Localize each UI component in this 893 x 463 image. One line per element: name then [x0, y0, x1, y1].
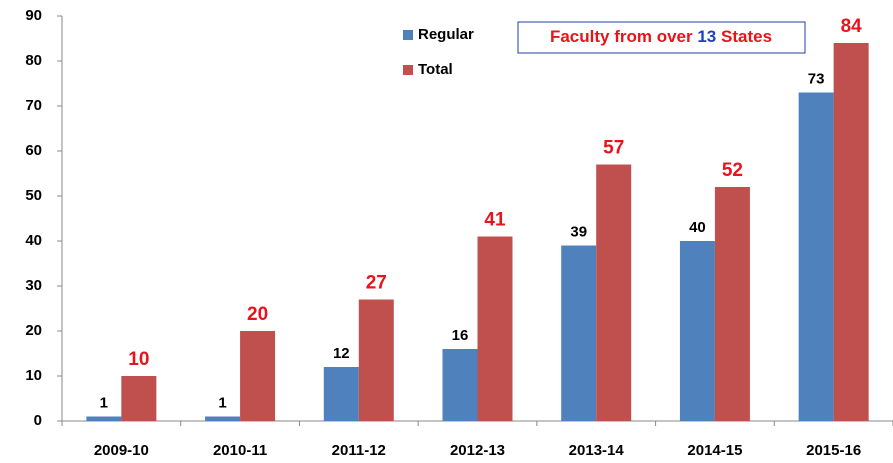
y-tick-label: 10 — [25, 367, 42, 384]
bar — [240, 331, 276, 421]
bar — [323, 367, 359, 421]
data-label: 84 — [841, 16, 863, 37]
legend-swatch — [403, 65, 413, 75]
bar — [714, 187, 750, 421]
bar — [833, 43, 869, 421]
x-tick-label: 2012-13 — [450, 442, 505, 459]
data-label: 40 — [689, 219, 706, 236]
bar — [358, 299, 394, 421]
y-tick-label: 90 — [25, 7, 42, 24]
x-tick-label: 2010-11 — [213, 442, 267, 459]
data-label: 41 — [484, 210, 506, 231]
bar — [596, 164, 632, 421]
data-label: 39 — [570, 223, 587, 240]
bar — [121, 376, 157, 421]
data-label: 57 — [603, 138, 624, 159]
data-label: 1 — [100, 394, 108, 411]
annotation-part: Faculty from over — [550, 27, 693, 46]
legend-label: Regular — [418, 26, 474, 43]
bar — [205, 416, 241, 421]
annotation-box — [517, 21, 806, 54]
annotation-part: 13 — [697, 27, 716, 46]
x-tick-label: 2015-16 — [806, 442, 861, 459]
y-tick-label: 0 — [34, 412, 42, 429]
data-label: 10 — [128, 349, 149, 370]
y-tick-label: 20 — [25, 322, 42, 339]
bar — [679, 241, 715, 421]
y-tick-label: 40 — [25, 232, 42, 249]
x-tick-label: 2009-10 — [94, 442, 149, 459]
legend-swatch — [403, 30, 413, 40]
x-tick-label: 2011-12 — [332, 442, 386, 459]
data-label: 16 — [452, 327, 469, 344]
data-label: 20 — [247, 304, 268, 325]
y-tick-label: 30 — [25, 277, 42, 294]
bar — [442, 349, 478, 421]
data-label: 52 — [722, 160, 743, 181]
bar — [798, 92, 834, 421]
data-label: 27 — [366, 273, 387, 294]
data-label: 73 — [808, 70, 825, 87]
y-tick-label: 70 — [25, 97, 42, 114]
data-label: 1 — [218, 394, 226, 411]
data-label: 12 — [333, 345, 350, 362]
bar — [561, 245, 597, 421]
bar — [477, 236, 513, 421]
y-tick-label: 50 — [25, 187, 42, 204]
x-tick-label: 2014-15 — [687, 442, 742, 459]
bar — [86, 416, 122, 421]
y-tick-label: 80 — [25, 52, 42, 69]
y-tick-label: 60 — [25, 142, 42, 159]
x-tick-label: 2013-14 — [569, 442, 625, 459]
legend-label: Total — [418, 61, 453, 78]
annotation-part: States — [721, 27, 772, 46]
annotation: Faculty from over 13 States — [550, 27, 772, 46]
